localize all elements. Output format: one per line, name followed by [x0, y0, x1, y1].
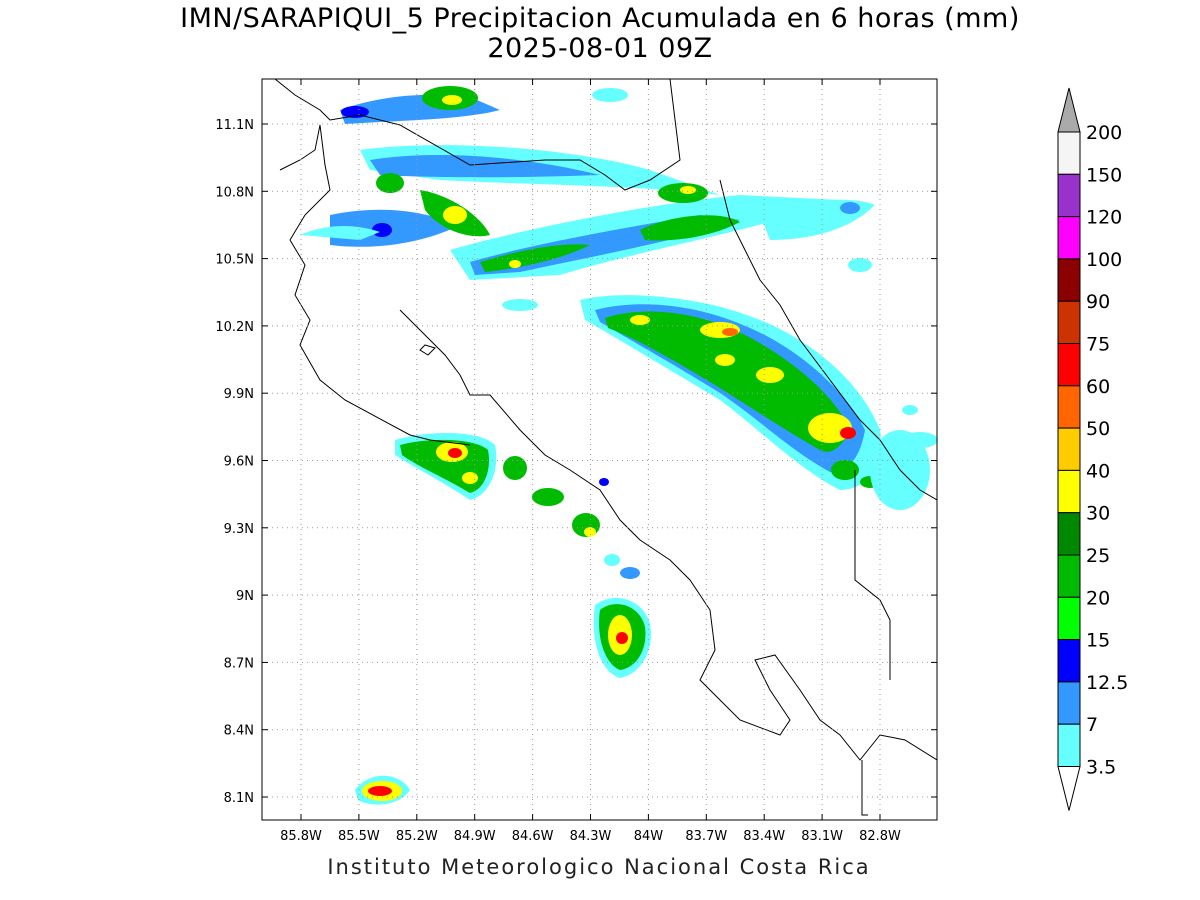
colorbar-swatch — [1057, 343, 1081, 387]
colorbar-swatch — [1057, 385, 1081, 429]
colorbar-label: 120 — [1086, 207, 1122, 229]
lon-tick-label: 84.6W — [512, 829, 554, 844]
map-grid — [262, 79, 937, 820]
colorbar-bottom-arrow — [1057, 766, 1081, 811]
lon-tick-label: 83.7W — [685, 829, 727, 844]
colorbar-swatch — [1057, 216, 1081, 260]
colorbar-swatch — [1057, 596, 1081, 641]
lat-tick-label: 9N — [236, 589, 254, 604]
lon-tick-label: 82.8W — [859, 829, 901, 844]
colorbar-top-arrow — [1057, 87, 1081, 133]
colorbar: 200 150 120 100 90 75 60 50 40 30 25 20 15 12.5 7 3.5 — [1057, 87, 1128, 811]
colorbar-label: 12.5 — [1086, 672, 1128, 694]
colorbar-swatch — [1057, 639, 1081, 683]
lat-tick-label: 9.9N — [224, 387, 254, 402]
colorbar-swatch — [1057, 554, 1081, 598]
map-frame — [261, 78, 938, 821]
lon-tick-label: 83.1W — [801, 829, 843, 844]
colorbar-label: 100 — [1086, 249, 1122, 271]
lat-tick-label: 8.1N — [224, 791, 254, 806]
colorbar-label: 90 — [1086, 291, 1110, 313]
coastlines — [274, 79, 937, 816]
colorbar-label: 30 — [1086, 503, 1110, 525]
map-axes: 85.8W 85.5W 85.2W 84.9W 84.6W 84.3W 84W 83.7W 83… — [215, 79, 937, 844]
lon-tick-label: 84.3W — [570, 829, 612, 844]
colorbar-label: 150 — [1086, 164, 1122, 186]
colorbar-label: 15 — [1086, 630, 1110, 652]
lon-tick-label: 84.9W — [454, 829, 496, 844]
map-title: IMN/SARAPIQUI_5 Precipitacion Acumulada … — [180, 3, 1020, 34]
colorbar-label: 25 — [1086, 545, 1110, 567]
colorbar-label: 3.5 — [1086, 757, 1116, 779]
colorbar-swatch — [1057, 681, 1081, 725]
colorbar-swatch — [1057, 427, 1081, 471]
colorbar-swatch — [1057, 173, 1081, 218]
colorbar-label: 40 — [1086, 460, 1110, 482]
lat-tick-label: 8.7N — [224, 656, 254, 671]
lon-tick-label: 85.8W — [280, 829, 322, 844]
colorbar-swatch — [1057, 131, 1081, 175]
colorbar-swatch — [1057, 258, 1081, 302]
lat-tick-label: 9.3N — [224, 522, 254, 537]
colorbar-label: 75 — [1086, 334, 1110, 356]
lat-tick-label: 9.6N — [224, 455, 254, 470]
map-subtitle: 2025-08-01 09Z — [487, 33, 713, 64]
lon-tick-label: 85.2W — [396, 829, 438, 844]
colorbar-swatch — [1057, 469, 1081, 514]
colorbar-swatch — [1057, 723, 1081, 768]
footer-credit: Instituto Meteorologico Nacional Costa R… — [327, 855, 871, 879]
precipitation-field — [300, 86, 937, 805]
lon-tick-label: 84W — [634, 829, 664, 844]
lat-tick-label: 10.2N — [215, 320, 254, 335]
colorbar-label: 200 — [1086, 122, 1122, 144]
lat-tick-label: 10.5N — [215, 253, 254, 268]
lat-tick-label: 11.1N — [215, 118, 254, 133]
colorbar-swatch — [1057, 512, 1081, 556]
colorbar-label: 7 — [1086, 714, 1098, 736]
colorbar-swatch — [1057, 300, 1081, 345]
lon-tick-label: 85.5W — [338, 829, 380, 844]
lon-tick-label: 83.4W — [743, 829, 785, 844]
lat-tick-label: 10.8N — [215, 185, 254, 200]
lat-tick-label: 8.4N — [224, 724, 254, 739]
colorbar-label: 50 — [1086, 418, 1110, 440]
colorbar-label: 20 — [1086, 587, 1110, 609]
colorbar-label: 60 — [1086, 376, 1110, 398]
